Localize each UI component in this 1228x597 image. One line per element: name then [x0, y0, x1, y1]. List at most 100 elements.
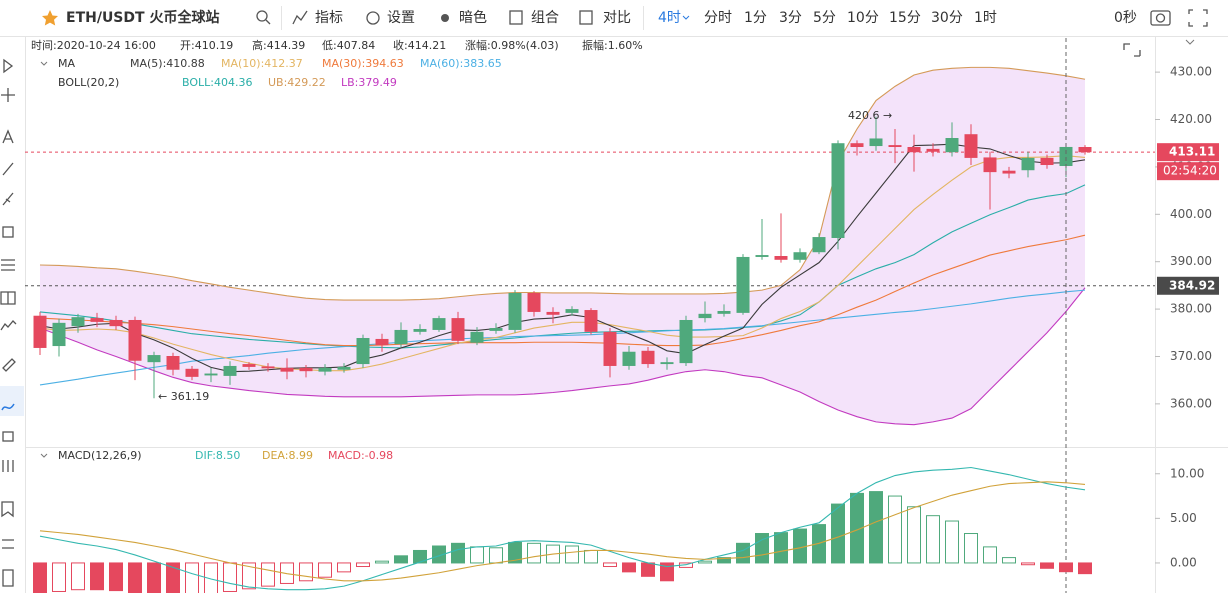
interval[interactable]: 30分	[931, 10, 963, 26]
candle-body	[698, 313, 712, 319]
y-tick-label: 400.00	[1170, 207, 1212, 221]
info-high: 高:414.39	[252, 38, 305, 52]
price-tag-label: 413.11	[1169, 145, 1215, 159]
y-tick-label: 5.00	[1170, 511, 1197, 525]
candle-body	[565, 309, 579, 313]
candle-body	[774, 256, 788, 260]
candle-body	[261, 366, 275, 369]
toolbar-button[interactable]: 暗色	[459, 9, 487, 26]
compare-icon	[579, 10, 593, 25]
macd-bar	[527, 542, 541, 564]
y-tick-label: 420.00	[1170, 112, 1212, 126]
macd-bar	[280, 562, 294, 584]
theme-icon	[441, 14, 449, 22]
price-tag-label: 384.92	[1169, 278, 1215, 292]
toolbar-button[interactable]: 对比	[603, 10, 631, 26]
candle-body	[356, 337, 370, 365]
candle-body	[1059, 146, 1073, 167]
macd-bar	[52, 562, 66, 592]
legend-entry: UB:429.22	[268, 76, 326, 89]
indicator-line	[39, 481, 1086, 582]
candle-body	[831, 143, 845, 238]
candle-body	[907, 147, 921, 153]
indicator-line	[39, 184, 1086, 349]
interval-active[interactable]: 4时	[658, 10, 681, 26]
candle-body	[527, 292, 541, 312]
toolbar-button[interactable]: 指标	[315, 10, 343, 26]
y-tick-label: 390.00	[1170, 254, 1212, 268]
interval[interactable]: 3分	[779, 10, 802, 26]
candle-body	[147, 355, 161, 363]
collapse-caret[interactable]	[1185, 39, 1195, 45]
y-tick-label: 370.00	[1170, 349, 1212, 363]
info-amplitude: 振幅:1.60%	[582, 38, 643, 52]
macd-bar	[261, 562, 275, 587]
macd-bar	[432, 545, 446, 564]
candle-body	[888, 145, 902, 148]
macd-bar	[793, 528, 807, 564]
macd-bar	[299, 562, 313, 582]
macd-bar	[71, 562, 85, 591]
camera-icon[interactable]	[1150, 10, 1171, 26]
legend-entry: MACD:-0.98	[328, 449, 393, 462]
legend-entry: LB:379.49	[341, 76, 397, 89]
macd-bar	[1078, 562, 1092, 575]
interval[interactable]: 1分	[744, 10, 767, 26]
symbol[interactable]: ETH/USDT 火币全球站	[66, 9, 219, 26]
favorite-star[interactable]	[42, 10, 58, 26]
interval[interactable]: 5分	[813, 10, 836, 26]
candle-body	[413, 328, 427, 332]
interval[interactable]: 15分	[889, 10, 921, 26]
candle-body	[185, 368, 199, 377]
macd-bar	[375, 560, 389, 564]
macd-bar	[831, 503, 845, 564]
collapse-caret[interactable]	[40, 61, 48, 66]
fullscreen-icon[interactable]	[1188, 9, 1208, 27]
interval[interactable]: 1时	[974, 10, 997, 26]
candle-body	[52, 322, 66, 347]
price-tag	[1157, 143, 1219, 162]
candle-body	[318, 367, 332, 372]
macd-bar	[622, 562, 636, 573]
toolbar-button[interactable]: 设置	[387, 10, 415, 26]
y-tick-label: 360.00	[1170, 396, 1212, 410]
info-low: 低:407.84	[322, 39, 375, 52]
active-tool[interactable]	[1, 403, 15, 411]
drawing-tools	[0, 58, 17, 587]
y-tick-label: 0.00	[1170, 555, 1197, 569]
candle-body	[90, 318, 104, 322]
candle-body	[983, 157, 997, 173]
search-icon[interactable]	[256, 10, 268, 22]
candle-body	[489, 328, 503, 331]
macd-bar	[166, 562, 180, 593]
macd-bar	[926, 515, 940, 564]
collapse-caret[interactable]	[40, 453, 48, 458]
macd-bar	[888, 495, 902, 564]
candle-body	[1002, 170, 1016, 174]
candle-body	[869, 138, 883, 147]
candle-body	[337, 366, 351, 370]
candle-body	[622, 351, 636, 366]
boll-legend: BOLL(20,2)	[58, 76, 119, 89]
boll-band	[40, 67, 1085, 425]
annotation: 420.6 →	[848, 109, 892, 122]
expand-icon[interactable]	[1123, 43, 1141, 57]
candle-body	[223, 365, 237, 376]
indicator-icon	[292, 10, 308, 25]
camera-icon	[1155, 13, 1166, 23]
layout-icon	[509, 10, 523, 25]
legend-entry: DIF:8.50	[195, 449, 240, 462]
interval[interactable]: 10分	[847, 10, 879, 26]
interval[interactable]: 分时	[704, 10, 732, 26]
indicator-line	[39, 287, 1086, 426]
macd-bar	[584, 549, 598, 564]
macd-bar	[356, 562, 370, 568]
indicator-line	[39, 466, 1086, 591]
candle-body	[850, 143, 864, 148]
macd-bar	[508, 541, 522, 564]
candle-body	[128, 319, 142, 361]
toolbar-button[interactable]: 组合	[531, 10, 559, 26]
candle-body	[603, 331, 617, 366]
candle-body	[793, 252, 807, 260]
indicator-line	[39, 155, 1086, 372]
